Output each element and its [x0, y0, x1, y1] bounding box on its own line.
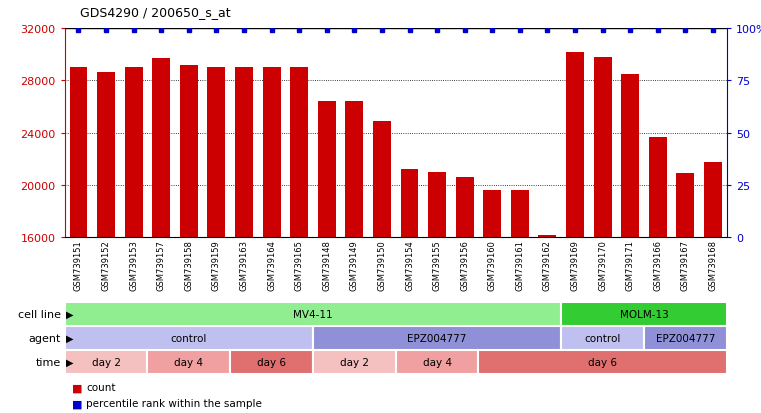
Text: control: control [584, 333, 621, 343]
Bar [235, 68, 253, 238]
Bar [313, 326, 561, 350]
Bar [704, 162, 722, 238]
Text: count: count [86, 382, 116, 392]
Bar [566, 52, 584, 238]
Text: time: time [36, 357, 61, 367]
Bar [456, 178, 473, 238]
Bar [208, 68, 225, 238]
Bar [65, 302, 561, 326]
Text: MOLM-13: MOLM-13 [619, 309, 668, 319]
Bar [263, 68, 281, 238]
Text: ▶: ▶ [66, 333, 74, 343]
Bar [230, 350, 313, 374]
Bar [180, 66, 198, 238]
Bar [125, 68, 142, 238]
Bar [290, 68, 308, 238]
Text: day 2: day 2 [340, 357, 369, 367]
Bar [373, 122, 391, 238]
Bar [511, 191, 529, 238]
Text: day 2: day 2 [91, 357, 120, 367]
Bar [318, 102, 336, 238]
Bar [483, 191, 501, 238]
Bar [649, 137, 667, 238]
Bar [644, 326, 727, 350]
Bar [148, 350, 230, 374]
Bar [65, 350, 148, 374]
Text: ▶: ▶ [66, 309, 74, 319]
Bar [65, 326, 313, 350]
Text: ■: ■ [72, 382, 83, 392]
Bar [152, 59, 170, 238]
Bar [313, 350, 396, 374]
Text: percentile rank within the sample: percentile rank within the sample [86, 398, 262, 408]
Text: ▶: ▶ [66, 357, 74, 367]
Bar [345, 102, 363, 238]
Text: day 4: day 4 [422, 357, 451, 367]
Text: agent: agent [28, 333, 61, 343]
Bar [396, 350, 479, 374]
Bar [428, 173, 446, 238]
Bar [69, 68, 88, 238]
Bar [677, 174, 694, 238]
Bar [400, 170, 419, 238]
Bar [539, 235, 556, 238]
Bar [594, 58, 612, 238]
Text: MV4-11: MV4-11 [293, 309, 333, 319]
Bar [621, 75, 639, 238]
Text: control: control [170, 333, 207, 343]
Text: day 4: day 4 [174, 357, 203, 367]
Text: day 6: day 6 [588, 357, 617, 367]
Bar [561, 326, 644, 350]
Bar [97, 74, 115, 238]
Text: day 6: day 6 [257, 357, 286, 367]
Bar [479, 350, 727, 374]
Text: EPZ004777: EPZ004777 [656, 333, 715, 343]
Text: cell line: cell line [18, 309, 61, 319]
Text: GDS4290 / 200650_s_at: GDS4290 / 200650_s_at [80, 6, 231, 19]
Bar [561, 302, 727, 326]
Text: ■: ■ [72, 398, 83, 408]
Text: EPZ004777: EPZ004777 [407, 333, 466, 343]
